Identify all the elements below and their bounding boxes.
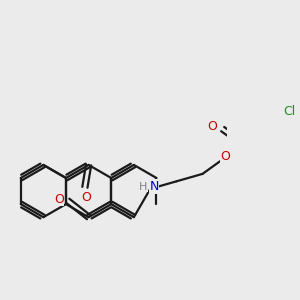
Text: O: O [207, 120, 217, 133]
Text: N: N [149, 180, 159, 193]
Text: O: O [81, 191, 91, 204]
Text: H: H [139, 182, 147, 192]
Text: O: O [54, 193, 64, 206]
Text: Cl: Cl [284, 105, 296, 118]
Text: O: O [221, 150, 231, 163]
